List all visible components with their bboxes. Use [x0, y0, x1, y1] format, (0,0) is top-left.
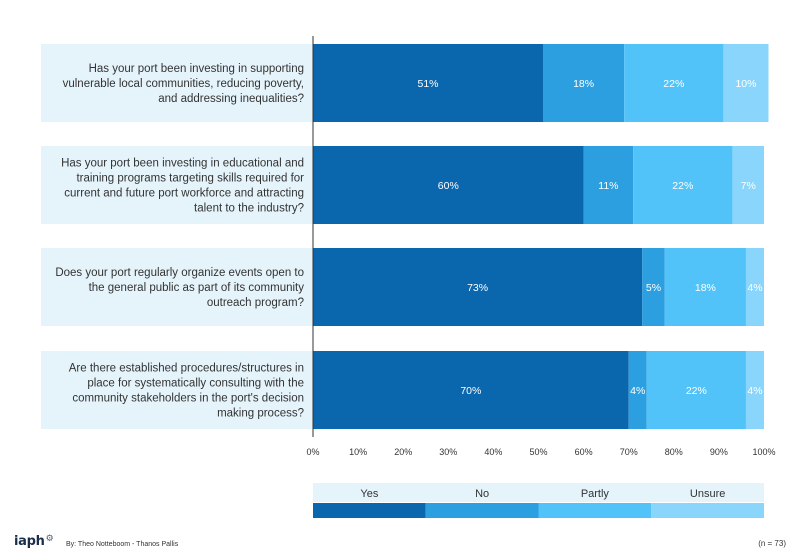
category-label: Are there established procedures/structu…: [69, 363, 304, 375]
bar-segment: [664, 248, 746, 326]
x-tick-label: 70%: [620, 447, 638, 457]
bar-segment: [723, 44, 769, 122]
bar-segment: [633, 146, 733, 224]
bar-segment: [313, 351, 629, 429]
category-label: the general public as part of its commun…: [89, 282, 305, 294]
bar-segment: [745, 248, 764, 326]
category-label-bg: [41, 146, 313, 224]
data-label: 5%: [646, 282, 661, 294]
bar-segment: [313, 248, 643, 326]
category-label: making process?: [217, 408, 304, 420]
x-tick-label: 10%: [349, 447, 367, 457]
legend-swatch: [651, 503, 764, 518]
data-label: 10%: [735, 78, 756, 90]
x-tick-label: 60%: [575, 447, 593, 457]
category-label-bg: [41, 44, 313, 122]
data-label: 22%: [686, 385, 707, 397]
data-label: 73%: [467, 282, 488, 294]
data-label: 22%: [672, 180, 693, 192]
x-tick-label: 40%: [484, 447, 502, 457]
data-label: 22%: [663, 78, 684, 90]
category-label: outreach program?: [207, 297, 304, 309]
x-tick-label: 50%: [529, 447, 547, 457]
bar-segment: [646, 351, 746, 429]
legend-label: Unsure: [690, 488, 725, 500]
x-tick-label: 100%: [752, 447, 775, 457]
category-label: training programs targeting skills requi…: [76, 173, 304, 185]
legend-bg: [313, 483, 764, 502]
category-label: Has your port been investing in educatio…: [61, 158, 304, 170]
category-label-bg: [41, 351, 313, 429]
logo-text: iaph: [14, 534, 45, 549]
iaph-logo: iaph⚙: [14, 534, 54, 549]
x-tick-label: 20%: [394, 447, 412, 457]
legend-label: No: [475, 488, 489, 500]
category-label: Has your port been investing in supporti…: [89, 63, 304, 75]
data-label: 60%: [438, 180, 459, 192]
legend-label: Partly: [581, 488, 610, 500]
bar-segment: [628, 351, 647, 429]
category-label: current and future port workforce and at…: [64, 188, 304, 200]
data-label: 4%: [630, 385, 645, 397]
sample-size: (n = 73): [758, 539, 786, 548]
data-label: 4%: [747, 385, 762, 397]
data-label: 51%: [417, 78, 438, 90]
bar-segment: [313, 44, 544, 122]
category-label: and addressing inequalities?: [158, 93, 304, 105]
data-label: 18%: [695, 282, 716, 294]
legend-label: Yes: [360, 488, 378, 500]
bar-segment: [732, 146, 764, 224]
x-tick-label: 30%: [439, 447, 457, 457]
x-tick-label: 0%: [306, 447, 319, 457]
bar-segment: [624, 44, 724, 122]
x-tick-label: 90%: [710, 447, 728, 457]
bar-segment: [313, 146, 584, 224]
bar-segment: [642, 248, 665, 326]
category-label: talent to the industry?: [194, 203, 304, 215]
data-label: 18%: [573, 78, 594, 90]
x-tick-label: 80%: [665, 447, 683, 457]
gear-icon: ⚙: [45, 534, 54, 544]
data-label: 7%: [741, 180, 756, 192]
category-label: Does your port regularly organize events…: [55, 267, 304, 279]
legend-swatch: [425, 503, 539, 518]
bar-segment: [745, 351, 764, 429]
author-credit: By: Theo Notteboom - Thanos Pallis: [66, 541, 179, 548]
bar-segment: [543, 44, 625, 122]
data-label: 70%: [460, 385, 481, 397]
category-label: place for systematically consulting with…: [87, 378, 304, 390]
data-label: 4%: [747, 282, 762, 294]
legend-swatch: [538, 503, 652, 518]
category-label: community stakeholders in the port's dec…: [72, 393, 304, 405]
bar-segment: [583, 146, 634, 224]
category-label: vulnerable local communities, reducing p…: [63, 78, 304, 90]
legend-swatch: [313, 503, 426, 518]
category-label-bg: [41, 248, 313, 326]
data-label: 11%: [598, 180, 618, 192]
